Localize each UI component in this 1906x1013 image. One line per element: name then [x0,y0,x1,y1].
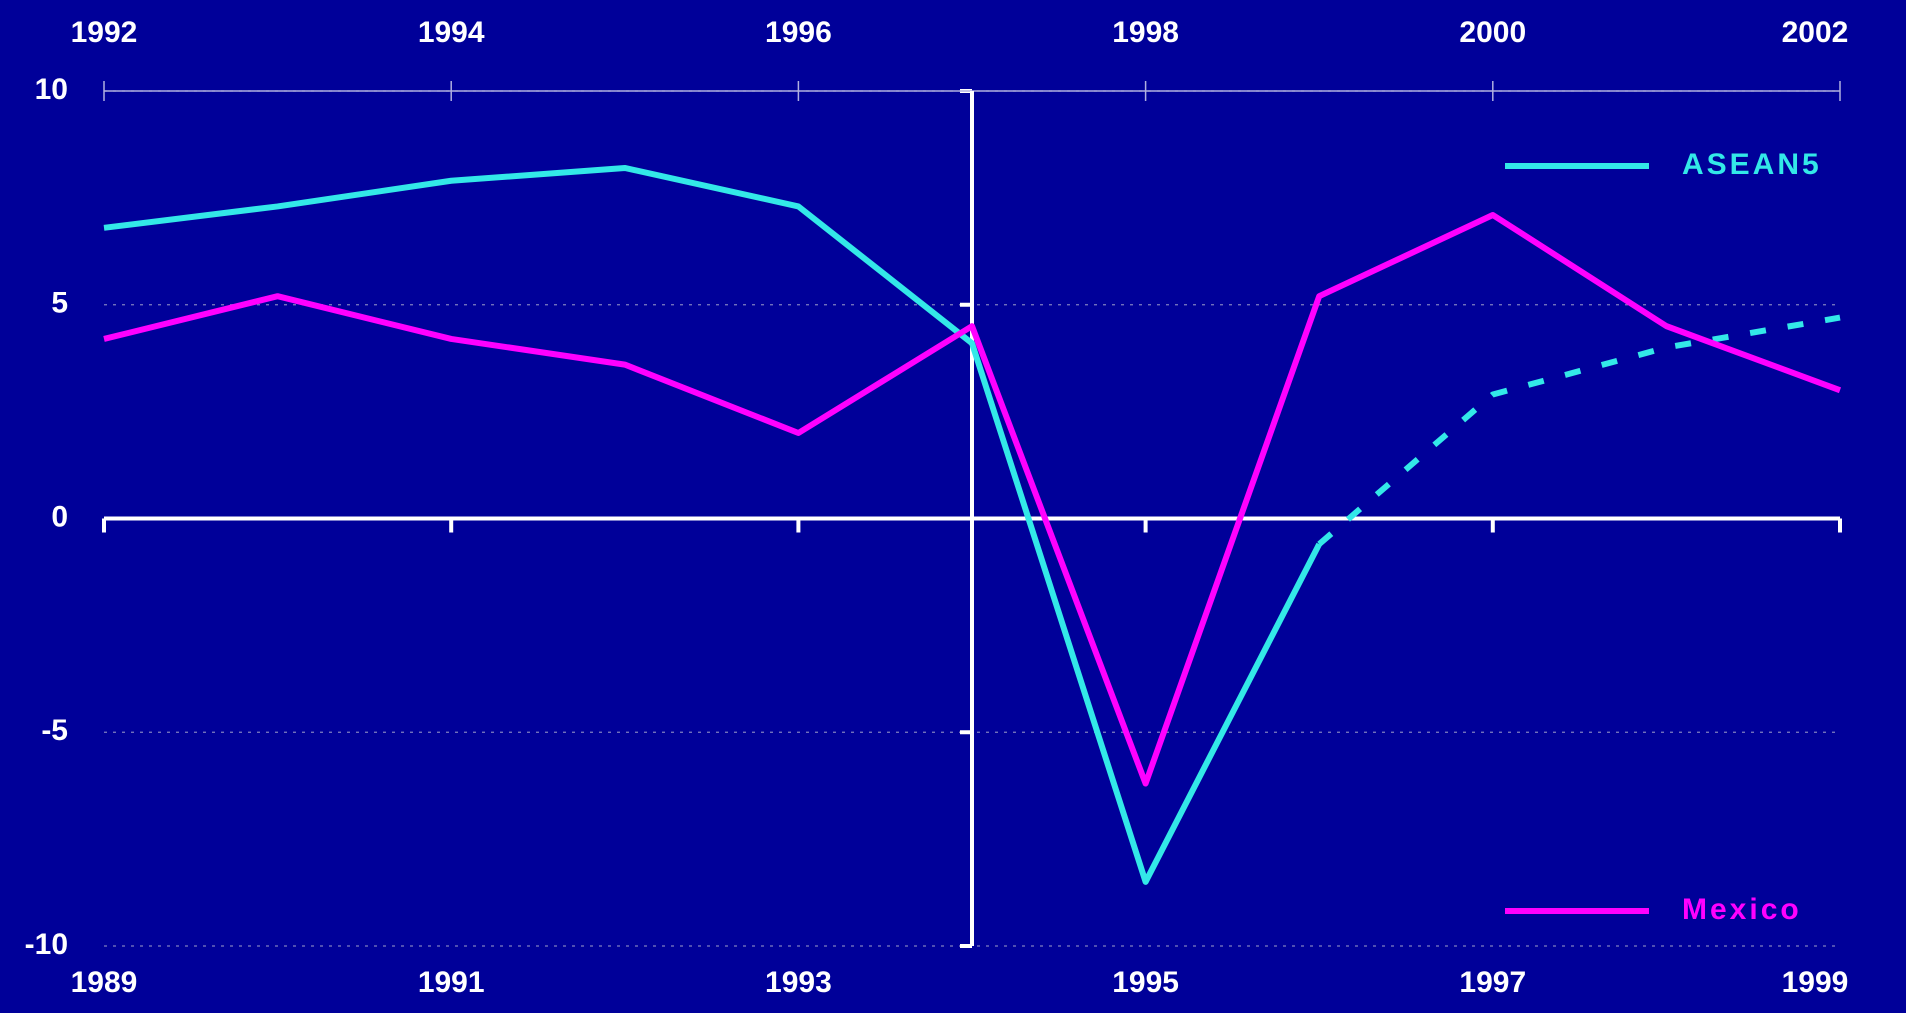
x-tick-label: 1991 [418,966,485,999]
series-line [103,211,1842,787]
projection-line [1317,314,1841,547]
top-tick-label: 2000 [1459,16,1526,49]
series-line [103,164,1322,885]
x-tick-label: 1993 [765,966,832,999]
top-tick-label: 2002 [1782,16,1849,49]
x-tick-label: 1995 [1112,966,1179,999]
legend-label: Mexico [1682,893,1802,926]
x-tick-label: 1989 [71,966,138,999]
top-tick-label: 1994 [418,16,485,49]
top-tick-label: 1992 [71,16,138,49]
top-tick-label: 1998 [1112,16,1179,49]
y-tick-label: 5 [51,287,68,320]
legend-label: ASEAN5 [1682,148,1822,181]
y-tick-label: -5 [41,714,68,747]
y-tick-label: 10 [35,73,68,106]
x-tick-label: 1999 [1782,966,1849,999]
y-tick-label: 0 [51,500,68,533]
top-tick-label: 1996 [765,16,832,49]
x-tick-label: 1997 [1459,966,1526,999]
y-tick-label: -10 [25,928,68,961]
